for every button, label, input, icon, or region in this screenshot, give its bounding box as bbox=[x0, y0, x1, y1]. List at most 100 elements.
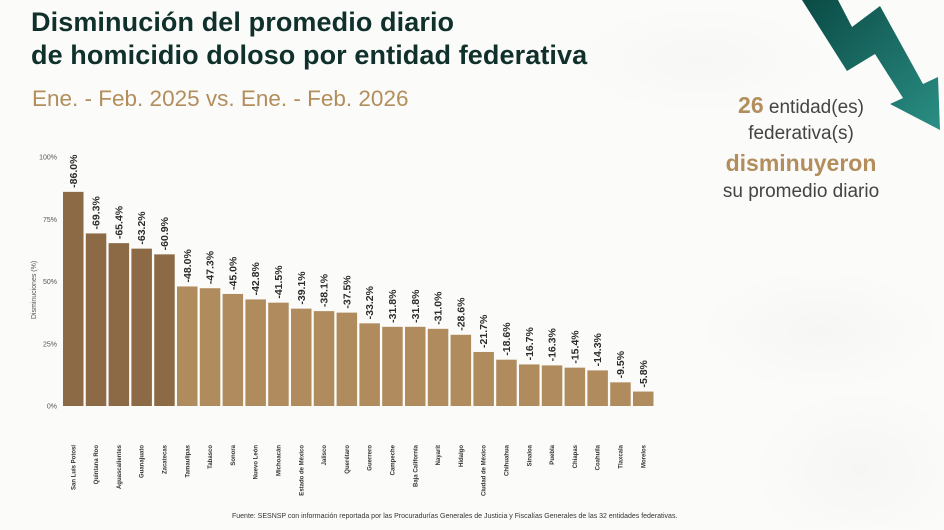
x-tick-label: Morelos bbox=[641, 444, 647, 468]
x-tick-label: Baja California bbox=[413, 444, 419, 487]
value-label: -33.2% bbox=[364, 285, 376, 319]
value-label: -86.0% bbox=[68, 154, 80, 188]
trend-down-arrow-icon bbox=[802, 0, 940, 130]
source-note: Fuente: SESNSP con información reportada… bbox=[232, 513, 678, 520]
bar bbox=[313, 311, 335, 406]
bar bbox=[336, 312, 358, 406]
value-label: -41.5% bbox=[273, 265, 285, 299]
bar bbox=[268, 302, 289, 406]
value-label: -69.3% bbox=[91, 196, 103, 230]
value-label: -16.7% bbox=[524, 326, 536, 360]
value-label: -38.1% bbox=[319, 273, 331, 307]
page-subtitle: Ene. - Feb. 2025 vs. Ene. - Feb. 2026 bbox=[32, 86, 409, 111]
x-tick-label: Chiapas bbox=[573, 444, 579, 468]
bar bbox=[564, 367, 586, 406]
bar bbox=[154, 254, 175, 406]
x-tick-label: Tlaxcala bbox=[618, 444, 624, 468]
value-label: -31.0% bbox=[433, 291, 445, 325]
bar bbox=[291, 308, 312, 406]
title-line-1: Disminución del promedio diario bbox=[31, 7, 455, 37]
value-label: -31.8% bbox=[387, 289, 399, 323]
value-label: -5.8% bbox=[638, 359, 650, 387]
x-tick-label: Quintana Roo bbox=[94, 445, 100, 485]
x-tick-label: Puebla bbox=[550, 444, 556, 464]
title-line-2: de homicidio doloso por entidad federati… bbox=[31, 40, 588, 70]
y-tick-label: 0% bbox=[47, 404, 57, 411]
bar-chart: 0% 25% 50% 75% 100% Disminuciones (%) -86.0%… bbox=[31, 154, 654, 496]
value-label: -16.3% bbox=[547, 327, 559, 361]
value-label: -14.3% bbox=[592, 332, 604, 366]
callout-line1: entidad(es) bbox=[763, 97, 864, 118]
x-tick-label: Nayarit bbox=[436, 445, 442, 465]
x-tick-label: Jalisco bbox=[322, 445, 328, 466]
value-label: -21.7% bbox=[478, 314, 490, 348]
x-tick-label: Tabasco bbox=[208, 445, 214, 469]
bar bbox=[519, 364, 540, 406]
value-label: -63.2% bbox=[136, 211, 148, 245]
bar bbox=[131, 248, 152, 406]
value-label: -42.8% bbox=[250, 261, 262, 295]
y-tick-label: 25% bbox=[43, 341, 57, 348]
value-label: -65.4% bbox=[113, 205, 125, 239]
bar bbox=[541, 365, 563, 406]
value-labels-group: -86.0% -69.3% -65.4% -63.2% -60.9% -48.0% -47.… bbox=[68, 154, 650, 388]
x-tick-label: Nuevo León bbox=[254, 445, 260, 480]
value-label: -28.6% bbox=[455, 297, 467, 331]
value-label: -47.3% bbox=[205, 250, 217, 284]
bar bbox=[496, 359, 517, 406]
y-axis-label: Disminuciones (%) bbox=[31, 261, 38, 319]
bar bbox=[199, 288, 221, 406]
y-tick-label: 75% bbox=[43, 217, 57, 224]
x-tick-label: Tamaulipas bbox=[185, 444, 191, 477]
value-label: -15.4% bbox=[569, 330, 581, 364]
value-label: -31.8% bbox=[410, 289, 422, 323]
value-label: -48.0% bbox=[182, 249, 194, 283]
bar bbox=[85, 233, 107, 406]
x-tick-label: Ciudad de México bbox=[482, 445, 488, 496]
x-tick-label: Campeche bbox=[390, 444, 396, 475]
y-tick-label: 50% bbox=[43, 279, 57, 286]
bars-group bbox=[63, 191, 654, 406]
bar bbox=[405, 326, 426, 406]
callout-line4: su promedio diario bbox=[722, 181, 880, 202]
value-label: -37.5% bbox=[341, 275, 353, 309]
callout-verb: disminuyeron bbox=[725, 150, 877, 176]
bar bbox=[245, 299, 266, 406]
x-tick-label: Sinaloa bbox=[527, 444, 533, 466]
bar bbox=[359, 323, 380, 406]
x-tick-label: Michoacán bbox=[276, 445, 282, 476]
bar bbox=[63, 191, 84, 406]
callout-line2: federativa(s) bbox=[748, 123, 854, 144]
x-tick-label: Estado de México bbox=[299, 445, 305, 496]
y-tick-label: 100% bbox=[39, 155, 57, 162]
x-tick-labels-group: San Luis Potosí Quintana Roo Aguascaliente… bbox=[71, 444, 647, 496]
value-label: -60.9% bbox=[159, 216, 171, 250]
bar bbox=[633, 391, 654, 406]
callout-summary: 26 entidad(es) federativa(s) disminuyero… bbox=[690, 92, 912, 205]
bar bbox=[427, 328, 449, 406]
bar bbox=[587, 370, 608, 406]
x-tick-label: Hidalgo bbox=[459, 445, 465, 467]
x-tick-label: Sonora bbox=[231, 444, 237, 465]
callout-count: 26 bbox=[738, 92, 764, 118]
bar bbox=[177, 286, 198, 406]
bar bbox=[473, 351, 494, 406]
bar bbox=[382, 326, 403, 406]
x-tick-label: Zacatecas bbox=[162, 444, 168, 474]
value-label: -39.1% bbox=[296, 271, 308, 305]
x-tick-label: Guanajuato bbox=[140, 445, 146, 478]
bar bbox=[450, 334, 472, 406]
x-tick-label: Coahuila bbox=[596, 444, 602, 470]
x-tick-label: Chihuahua bbox=[504, 444, 510, 476]
x-tick-label: San Luis Potosí bbox=[71, 445, 77, 490]
x-tick-label: Aguascalientes bbox=[117, 444, 123, 489]
bar bbox=[222, 293, 244, 406]
value-label: -45.0% bbox=[227, 256, 239, 290]
y-axis: 0% 25% 50% 75% 100% bbox=[39, 155, 57, 411]
value-label: -18.6% bbox=[501, 322, 513, 356]
x-tick-label: Querétaro bbox=[345, 445, 351, 474]
bar bbox=[610, 382, 631, 406]
x-tick-label: Guerrero bbox=[368, 445, 374, 471]
bar bbox=[108, 243, 130, 406]
page-title: Disminución del promedio diario de homic… bbox=[31, 6, 587, 72]
